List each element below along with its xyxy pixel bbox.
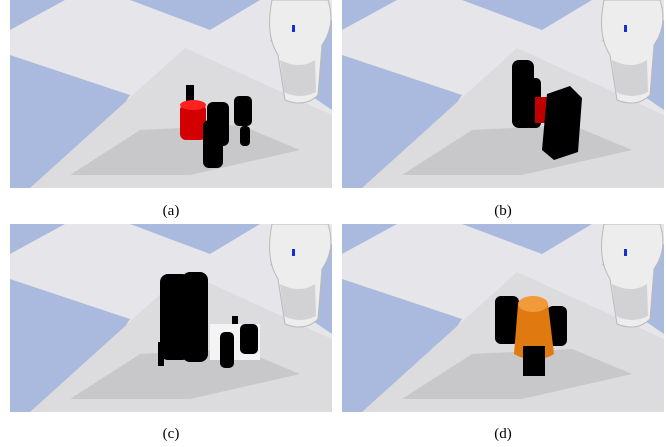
caption: (b)	[494, 203, 512, 219]
panel-image	[342, 224, 664, 412]
caption: (c)	[162, 426, 180, 442]
panel-image	[10, 0, 332, 188]
caption: (d)	[494, 426, 512, 442]
panel-image	[10, 224, 332, 412]
caption: (a)	[162, 203, 180, 219]
panel-image	[342, 0, 664, 188]
